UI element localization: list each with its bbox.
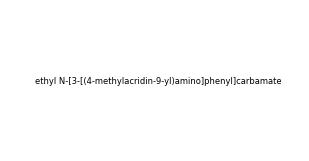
Text: ethyl N-[3-[(4-methylacridin-9-yl)amino]phenyl]carbamate: ethyl N-[3-[(4-methylacridin-9-yl)amino]… bbox=[35, 77, 282, 86]
